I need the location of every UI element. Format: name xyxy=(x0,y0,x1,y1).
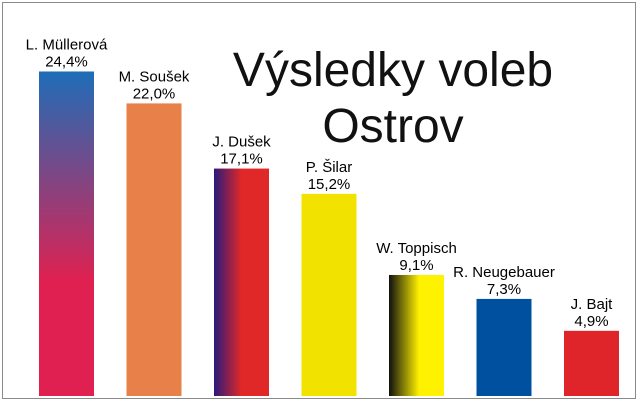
bar-category-label: J. Bajt xyxy=(571,296,614,313)
bar-6 xyxy=(476,298,532,396)
bar-4 xyxy=(301,193,357,396)
bar-value-label: 22,0% xyxy=(133,85,176,102)
bar-7 xyxy=(564,330,619,396)
bar-category-label: R. Neugebauer xyxy=(453,264,555,281)
bar-category-label: J. Dušek xyxy=(212,134,271,151)
chart-title: Výsledky voleb Ostrov xyxy=(203,43,583,155)
bar-category-label: M. Soušek xyxy=(119,68,190,85)
bar-2 xyxy=(126,103,182,397)
bar-3 xyxy=(214,168,269,396)
bar-value-label: 17,1% xyxy=(220,151,263,168)
bars-group xyxy=(39,71,619,397)
bar-value-label: 15,2% xyxy=(308,176,351,193)
bar-value-label: 4,9% xyxy=(574,313,608,330)
title-line-2: Ostrov xyxy=(322,100,464,153)
bar-category-label: W. Toppisch xyxy=(376,240,457,257)
chart-frame: L. Müllerová 24,4% M. Soušek 22,0% J. Dušek 1… xyxy=(2,2,636,399)
bar-1 xyxy=(39,71,94,396)
bar-value-label: 7,3% xyxy=(487,281,521,298)
bar-value-label: 9,1% xyxy=(399,257,433,274)
bar-5 xyxy=(389,274,444,396)
bar-category-label: L. Müllerová xyxy=(26,36,108,53)
bar-value-label: 24,4% xyxy=(45,53,88,70)
bar-category-label: P. Šilar xyxy=(306,159,352,176)
title-line-1: Výsledky voleb xyxy=(232,44,554,97)
